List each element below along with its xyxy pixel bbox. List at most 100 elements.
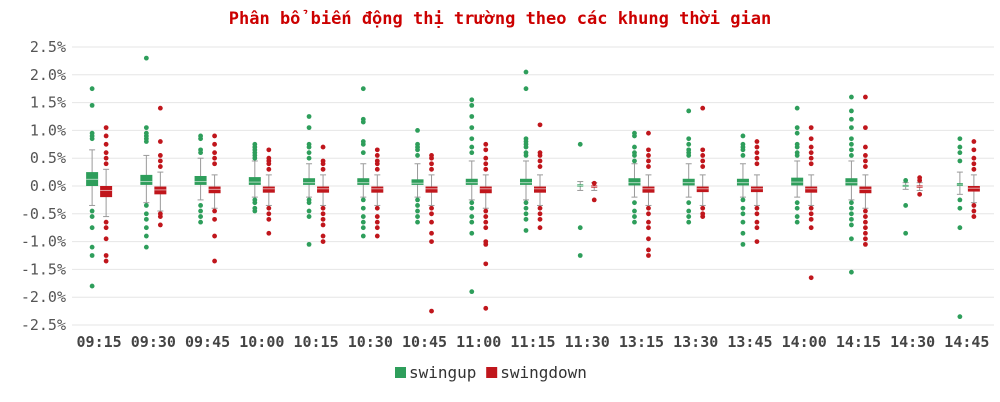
outlier-point (971, 166, 977, 172)
outlier-point (523, 228, 529, 233)
outlier-point (808, 216, 814, 222)
outlier-point (212, 258, 217, 264)
outlier-point (429, 211, 434, 217)
outlier-point (849, 216, 854, 222)
outlier-point (957, 197, 963, 203)
outlier-point (646, 130, 651, 136)
outlier-point (740, 197, 746, 203)
box-swingdown (208, 174, 221, 209)
x-tick-label: 10:45 (402, 333, 447, 351)
outliers (89, 55, 977, 320)
outlier-point (971, 208, 977, 214)
box-swingup (86, 149, 99, 206)
outlier-point (266, 205, 272, 211)
outlier-point (849, 222, 854, 228)
outlier-point (849, 125, 854, 131)
outlier-point (469, 150, 475, 156)
outlier-point (103, 150, 109, 156)
outlier-point (306, 150, 312, 156)
outlier-point (103, 219, 109, 225)
outlier-point (266, 147, 272, 153)
outlier-point (808, 136, 814, 142)
outlier-point (537, 225, 543, 231)
box-swingdown (262, 174, 275, 206)
box-iqr (520, 178, 532, 185)
outlier-point (794, 130, 800, 136)
outlier-point (157, 214, 163, 219)
outlier-point (686, 108, 692, 114)
y-tick-label: -1.5% (21, 260, 66, 278)
outlier-point (794, 200, 800, 206)
outlier-point (794, 144, 800, 150)
outlier-point (483, 161, 489, 167)
chart-title: Phân bổ biến động thị trường theo các kh… (229, 8, 771, 29)
outlier-point (646, 225, 651, 231)
outlier-point (374, 161, 380, 167)
outlier-point (849, 211, 854, 217)
outlier-point (849, 205, 854, 211)
outlier-point (198, 208, 203, 214)
box-iqr (100, 186, 113, 198)
outlier-point (740, 211, 746, 217)
outlier-point (700, 105, 706, 111)
legend-item-swingup[interactable]: swingup (395, 363, 476, 382)
legend-item-swingdown[interactable]: swingdown (486, 363, 587, 382)
outlier-point (103, 236, 109, 242)
box-iqr (194, 175, 207, 185)
outlier-point (320, 205, 326, 211)
box-iqr (140, 174, 153, 185)
outlier-point (306, 241, 312, 247)
outlier-point (957, 144, 963, 150)
outlier-point (143, 244, 149, 250)
x-tick-label: 10:00 (239, 333, 284, 351)
outlier-point (849, 147, 854, 153)
x-tick-label: 13:45 (727, 333, 772, 351)
box-swingdown (750, 174, 763, 206)
outlier-point (794, 214, 800, 219)
outlier-point (957, 158, 963, 164)
outlier-point (808, 211, 814, 217)
box-swingdown (154, 171, 167, 212)
outlier-point (89, 102, 95, 108)
outlier-point (306, 114, 312, 119)
outlier-point (740, 133, 746, 139)
outlier-point (483, 141, 489, 147)
box-swingup (902, 182, 909, 190)
x-tick-label: 14:00 (782, 333, 827, 351)
outlier-point (374, 225, 380, 231)
box-swingdown (371, 174, 384, 206)
outlier-point (89, 283, 95, 289)
outlier-point (198, 150, 203, 156)
outlier-point (469, 125, 475, 131)
outlier-point (143, 125, 149, 131)
outlier-point (903, 203, 909, 208)
outlier-point (103, 133, 109, 139)
box-swingdown (479, 174, 492, 209)
box-iqr (411, 179, 424, 185)
box-swingup (577, 181, 584, 191)
x-tick-label: 11:15 (510, 333, 555, 351)
x-tick-label: 13:15 (619, 333, 664, 351)
outlier-point (849, 94, 854, 100)
outlier-point (863, 236, 868, 242)
outlier-point (415, 203, 420, 208)
box-swingup (791, 160, 804, 198)
outlier-point (740, 219, 746, 225)
outlier-point (415, 147, 420, 153)
box-swingdown (642, 174, 655, 206)
x-tick-label: 11:30 (565, 333, 610, 351)
outlier-point (646, 153, 651, 158)
outlier-point (754, 225, 760, 231)
outlier-point (523, 153, 529, 158)
box-swingdown (696, 174, 709, 206)
outlier-point (808, 150, 814, 156)
outlier-point (374, 153, 380, 158)
outlier-point (537, 205, 543, 211)
outlier-point (157, 139, 163, 144)
outlier-point (754, 150, 760, 156)
outlier-point (320, 216, 326, 222)
box-iqr (465, 178, 478, 185)
outlier-point (523, 205, 529, 211)
box-iqr (696, 186, 709, 193)
outlier-point (740, 153, 746, 158)
